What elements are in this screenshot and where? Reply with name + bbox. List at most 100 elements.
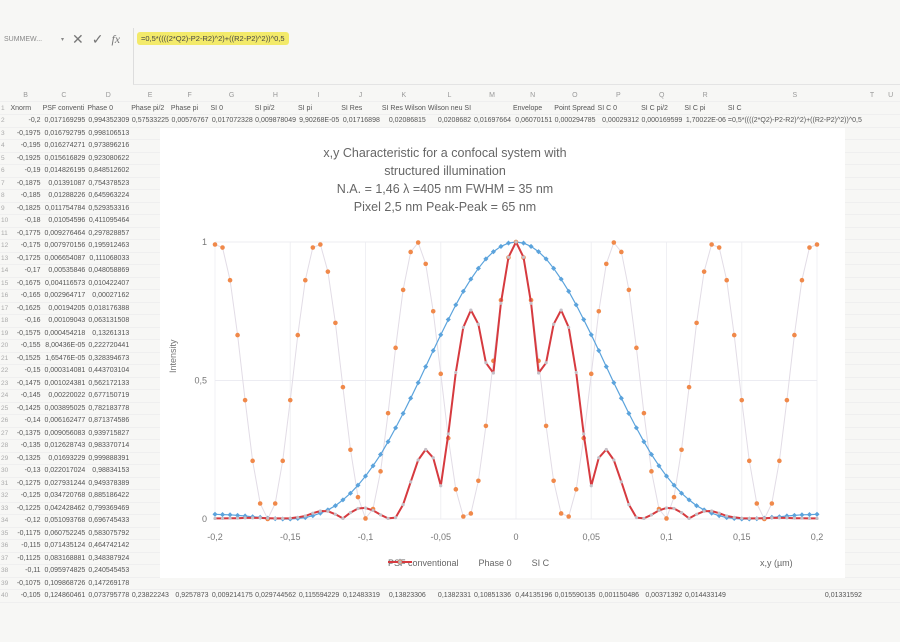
cell[interactable] (862, 214, 882, 228)
cell[interactable]: 8,00436E-05 (41, 339, 87, 353)
formula-bar[interactable] (133, 28, 900, 85)
cell[interactable] (881, 264, 900, 278)
cell[interactable]: 0,051093768 (41, 514, 87, 528)
cell[interactable] (862, 114, 882, 128)
row-number[interactable]: 7 (0, 177, 10, 190)
cell[interactable] (881, 277, 900, 290)
cell[interactable] (862, 577, 882, 590)
cell[interactable] (862, 552, 882, 565)
cell[interactable]: 0,00027162 (86, 289, 131, 303)
cell[interactable]: 0,063131508 (86, 314, 131, 328)
column-header[interactable]: H (253, 90, 297, 102)
chart[interactable]: x,y Characteristic for a confocal system… (160, 128, 845, 578)
cell[interactable]: 0,147269178 (86, 577, 131, 590)
cell[interactable] (881, 214, 900, 228)
cell[interactable]: 1,70022E-06 (683, 114, 727, 128)
column-header[interactable]: M (472, 90, 512, 102)
cell[interactable]: 0,083168881 (41, 552, 87, 565)
cell[interactable]: 0,13261313 (86, 327, 131, 340)
cell[interactable] (881, 377, 900, 390)
row-number[interactable]: 11 (0, 227, 10, 240)
chevron-down-icon[interactable]: ▾ (60, 37, 64, 43)
cell[interactable]: -0,115 (9, 539, 42, 553)
row-number[interactable]: 12 (0, 239, 10, 253)
cell[interactable] (683, 577, 727, 590)
column-header[interactable] (0, 90, 10, 102)
cell[interactable] (881, 152, 900, 165)
row-number[interactable]: 32 (0, 489, 10, 503)
cell[interactable]: -0,1425 (9, 402, 42, 415)
cell[interactable]: 0,000454218 (41, 327, 87, 340)
cell[interactable]: -0,1725 (9, 252, 42, 265)
cell[interactable]: 0,562172133 (86, 377, 131, 390)
enter-icon[interactable]: ✓ (91, 30, 104, 47)
cell[interactable]: 0,009878049 (253, 114, 297, 128)
cell[interactable] (881, 464, 900, 478)
cell[interactable]: 0,012628743 (41, 439, 87, 453)
header-cell[interactable]: Phase pi (169, 101, 210, 115)
cell[interactable]: 0,06070151 (511, 114, 554, 128)
cell[interactable]: -0,1925 (9, 152, 42, 165)
header-cell[interactable]: Phase pi/2 (130, 101, 170, 115)
cell[interactable]: -0,165 (9, 289, 42, 303)
cell[interactable]: 0,003895025 (41, 402, 87, 415)
cell[interactable]: 0,00194205 (41, 302, 87, 315)
row-number[interactable]: 5 (0, 152, 10, 165)
cell[interactable] (862, 264, 882, 278)
cell[interactable]: 0,029744562 (253, 589, 297, 603)
cell[interactable] (862, 314, 882, 328)
cell[interactable]: 0,000294785 (553, 114, 597, 128)
cell[interactable] (881, 177, 900, 190)
column-header[interactable]: K (380, 90, 427, 102)
cell[interactable]: -0,17 (9, 264, 42, 278)
cell[interactable] (209, 577, 254, 590)
cell[interactable]: -0,1575 (9, 327, 42, 340)
cell[interactable] (881, 452, 900, 465)
row-number[interactable]: 14 (0, 264, 10, 278)
cell[interactable]: -0,19 (9, 164, 42, 178)
cell[interactable]: -0,1525 (9, 352, 42, 365)
header-cell[interactable]: Xnorm (9, 101, 42, 115)
cell[interactable]: -0,175 (9, 239, 42, 253)
cell[interactable]: 0,754378523 (86, 177, 131, 190)
cell[interactable] (862, 427, 882, 440)
cell[interactable]: -0,1775 (9, 227, 42, 240)
header-cell[interactable]: Point Spread (553, 101, 597, 115)
cell[interactable] (862, 389, 882, 403)
cell[interactable]: -0,14 (9, 414, 42, 428)
header-cell[interactable]: SI C 0 (596, 101, 641, 115)
cell[interactable] (130, 489, 170, 503)
cell[interactable] (881, 477, 900, 490)
column-header[interactable]: G (209, 90, 254, 102)
cell[interactable] (297, 577, 341, 590)
cell[interactable]: 0,411095464 (86, 214, 131, 228)
cell[interactable] (380, 577, 427, 590)
cancel-icon[interactable]: ✕ (72, 30, 84, 47)
cell[interactable]: 0,000169599 (640, 114, 684, 128)
cell[interactable]: 0,240545453 (86, 564, 131, 578)
row-number[interactable]: 8 (0, 189, 10, 203)
header-cell[interactable]: Phase 0 (86, 101, 131, 115)
row-number[interactable]: 25 (0, 402, 10, 415)
cell[interactable] (726, 577, 863, 590)
header-cell[interactable]: SI C pi/2 (640, 101, 684, 115)
cell[interactable]: 0,006162477 (41, 414, 87, 428)
cell[interactable]: 0,994352309 (86, 114, 131, 128)
cell[interactable]: 0,016274271 (41, 139, 87, 153)
row-number[interactable]: 34 (0, 514, 10, 528)
cell[interactable]: -0,155 (9, 339, 42, 353)
cell[interactable]: 0,001024381 (41, 377, 87, 390)
cell[interactable]: 0,0208682 (426, 114, 473, 128)
cell[interactable]: 0,016792795 (41, 127, 87, 140)
cell[interactable]: -0,1075 (9, 577, 42, 590)
cell[interactable]: 0,297828857 (86, 227, 131, 240)
cell[interactable]: 0,006654087 (41, 252, 87, 265)
cell[interactable]: 0,009056083 (41, 427, 87, 440)
cell[interactable]: 0,01697664 (472, 114, 512, 128)
row-number[interactable]: 20 (0, 339, 10, 353)
cell[interactable]: 0,782183778 (86, 402, 131, 415)
formula-input[interactable]: =0,5*((((2*Q2)-P2-R2)^2)+((R2-P2)^2))^0,… (137, 32, 289, 45)
cell[interactable]: 0,060752245 (41, 527, 87, 540)
row-number[interactable]: 17 (0, 302, 10, 315)
cell[interactable] (881, 564, 900, 578)
